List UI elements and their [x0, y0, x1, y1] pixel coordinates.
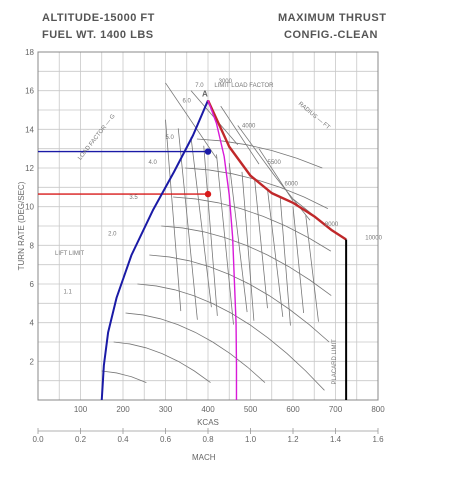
y-tick-label: 12 — [25, 164, 34, 173]
mach-tick-label: 1.0 — [245, 435, 257, 444]
y-tick-label: 18 — [25, 48, 34, 57]
energy-contour-curve — [177, 128, 198, 320]
header-fuel-weight: FUEL WT. 1400 LBS — [42, 29, 154, 41]
y-tick-label: 6 — [30, 280, 35, 289]
marker-a-label: A — [202, 89, 208, 98]
load-factor-curve — [185, 167, 329, 209]
load-factor-curve — [173, 196, 332, 252]
load-factor-g-label: 6.0 — [183, 98, 192, 104]
mach-tick-label: 0.8 — [202, 435, 214, 444]
header-config: CONFIG.-CLEAN — [284, 29, 378, 41]
energy-contour-curve — [279, 197, 291, 326]
performance-curve-family — [101, 82, 332, 391]
x-tick-label: 500 — [244, 405, 258, 414]
series-ps0-line — [207, 100, 238, 400]
mach-tick-label: 0.0 — [32, 435, 44, 444]
load-factor-g-label: 4.0 — [149, 160, 158, 166]
y-axis-label: TURN RATE (DEG/SEC) — [17, 181, 26, 270]
energy-contour-curve — [203, 145, 218, 316]
radius-label: 5500 — [268, 160, 282, 166]
radius-label: 10000 — [365, 236, 382, 242]
energy-contour-curve — [228, 163, 248, 313]
load-factor-curve — [137, 283, 325, 391]
load-factor-curve — [125, 312, 266, 383]
load-factor-annotation: LOAD FACTOR — G — [77, 113, 117, 161]
lift-limit-annotation: LIFT LIMIT — [55, 251, 85, 257]
x-tick-label: 400 — [201, 405, 215, 414]
mach-tick-label: 0.2 — [75, 435, 87, 444]
x-tick-label: 600 — [286, 405, 300, 414]
limit-load-factor-annotation: LIMIT LOAD FACTOR — [214, 83, 274, 89]
load-factor-g-label: 5.0 — [166, 135, 175, 141]
mach-tick-label: 0.4 — [117, 435, 129, 444]
y-tick-label: 4 — [30, 319, 35, 328]
y-tick-label: 8 — [30, 241, 35, 250]
energy-contour-curve — [305, 215, 319, 322]
y-tick-label: 14 — [25, 125, 34, 134]
series-layer — [100, 99, 348, 401]
load-factor-g-label: 2.0 — [108, 232, 117, 238]
series-lift-line — [100, 99, 209, 401]
radius-label: 4000 — [242, 123, 256, 129]
radius-label: 8000 — [325, 222, 339, 228]
energy-contour-curve — [254, 180, 268, 309]
data-point — [204, 190, 212, 198]
energy-contour-curve — [241, 171, 255, 321]
grid-layer — [37, 51, 379, 434]
load-factor-g-label: 3.5 — [129, 195, 138, 201]
radius-line — [220, 105, 260, 165]
mach-tick-label: 1.6 — [372, 435, 384, 444]
header-altitude: ALTITUDE-15000 FT — [42, 12, 155, 24]
radius-line — [237, 125, 277, 178]
energy-contour-curve — [216, 154, 234, 325]
mach-tick-label: 1.4 — [330, 435, 342, 444]
mach-tick-label: 0.6 — [160, 435, 172, 444]
radius-line — [165, 82, 217, 159]
energy-contour-curve — [292, 206, 305, 314]
energy-contour-curve — [267, 189, 284, 317]
reference-lines — [38, 150, 208, 195]
load-factor-curve — [113, 341, 211, 383]
radius-label: 3000 — [219, 79, 233, 85]
x-tick-label: 100 — [74, 405, 88, 414]
x-tick-label: 300 — [159, 405, 173, 414]
load-factor-curve — [196, 138, 323, 169]
y-tick-label: 10 — [25, 203, 34, 212]
load-factor-g-label: 7.0 — [195, 83, 204, 89]
plot-frame — [37, 51, 379, 401]
y-tick-label: 16 — [25, 87, 34, 96]
load-factor-g-label: 1.1 — [64, 290, 73, 296]
header-thrust: MAXIMUM THRUST — [278, 12, 387, 24]
y-tick-label: 2 — [30, 357, 35, 366]
series-load-line — [206, 99, 347, 241]
mach-tick-label: 1.2 — [287, 435, 299, 444]
x-tick-label: 800 — [371, 405, 385, 414]
load-factor-curve — [161, 225, 332, 296]
radius-label: 6000 — [285, 181, 299, 187]
energy-contour-curve — [190, 137, 212, 308]
load-factor-curve — [101, 370, 147, 383]
mach-axis-label: MACH — [192, 453, 216, 462]
x-axis-label: KCAS — [197, 418, 219, 427]
data-point — [204, 148, 212, 155]
x-tick-label: 700 — [329, 405, 343, 414]
load-factor-curve — [149, 254, 330, 343]
placard-limit-annotation: PLACARD LIMIT — [332, 339, 338, 385]
x-tick-label: 200 — [116, 405, 130, 414]
